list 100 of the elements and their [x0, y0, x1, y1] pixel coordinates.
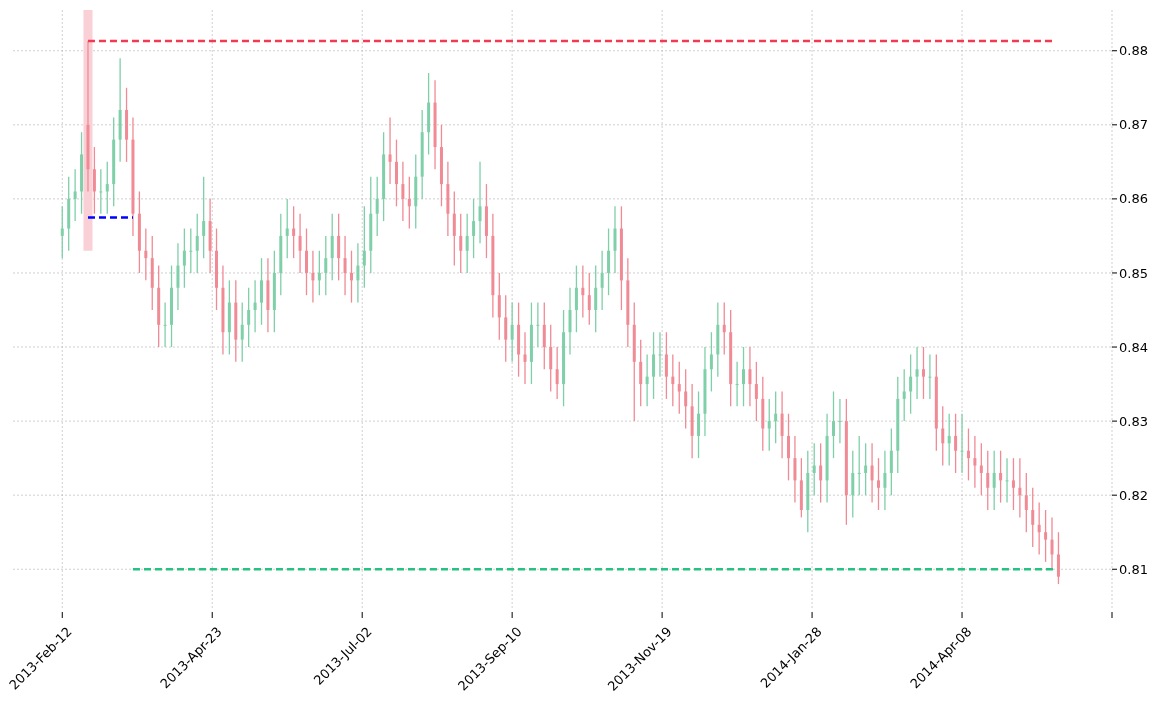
candlestick	[73, 168, 77, 222]
candlestick	[1050, 516, 1054, 570]
candlestick	[375, 176, 379, 237]
candlestick	[407, 176, 411, 230]
candlestick	[986, 450, 990, 511]
y-tick-label: 0.84	[1119, 339, 1148, 355]
candlestick	[780, 390, 784, 459]
candlestick	[478, 161, 482, 244]
candlestick	[510, 301, 514, 363]
candlestick	[92, 146, 96, 215]
candlestick	[915, 346, 919, 400]
candlestick	[465, 213, 469, 274]
candlestick	[317, 250, 321, 296]
y-tick-label: 0.86	[1119, 191, 1148, 207]
candlestick	[1056, 531, 1060, 585]
candlestick	[356, 242, 360, 304]
candlestick	[876, 457, 880, 511]
y-tick-label: 0.87	[1119, 117, 1148, 133]
candlestick	[292, 205, 296, 259]
candlestick	[870, 442, 874, 504]
candlestick	[909, 353, 913, 415]
candlestick	[754, 361, 758, 422]
candlestick	[452, 190, 456, 267]
candlestick	[774, 390, 778, 444]
candlestick	[735, 361, 739, 407]
candlestick	[652, 331, 656, 400]
y-tick-label: 0.81	[1119, 561, 1148, 577]
candlestick	[394, 138, 398, 207]
candlestick	[677, 361, 681, 415]
candlestick	[812, 442, 816, 496]
candlestick	[889, 427, 893, 496]
candlestick	[1044, 509, 1048, 563]
candlestick	[767, 398, 771, 452]
candlestick	[202, 176, 206, 259]
candlestick	[722, 301, 726, 356]
candlestick	[613, 205, 617, 274]
candlestick	[999, 450, 1003, 504]
candlestick	[954, 413, 958, 474]
candlestick	[311, 250, 315, 304]
candlestick	[574, 264, 578, 333]
candlestick	[195, 213, 199, 274]
candlestick	[260, 257, 264, 326]
candlestick	[787, 413, 791, 482]
candlestick	[542, 301, 546, 370]
candlestick	[337, 213, 341, 282]
candlestick	[1037, 501, 1041, 556]
candlestick	[253, 279, 257, 333]
candlestick	[349, 250, 353, 304]
y-tick-label: 0.82	[1119, 487, 1148, 503]
y-tick-label: 0.83	[1119, 413, 1148, 429]
candlestick	[992, 450, 996, 511]
candlestick	[176, 242, 180, 311]
candlestick	[960, 413, 964, 474]
candlestick	[298, 213, 302, 274]
candlestick	[1024, 472, 1028, 533]
candlestick	[664, 331, 668, 400]
candlestick	[607, 227, 611, 296]
candlestick	[671, 353, 675, 407]
candlestick	[240, 301, 244, 363]
candlestick	[1011, 457, 1015, 511]
candlestick	[979, 442, 983, 496]
candlestick	[343, 235, 347, 296]
candlestick	[857, 435, 861, 496]
candlestick	[851, 450, 855, 519]
candlestick	[966, 427, 970, 482]
candlestick	[742, 346, 746, 407]
y-tick-label: 0.88	[1119, 43, 1148, 59]
candlestick	[99, 168, 103, 215]
candlestick	[600, 250, 604, 311]
candlestick	[215, 227, 219, 311]
candlestick	[549, 324, 553, 393]
candlestick	[883, 450, 887, 511]
candlestick	[105, 161, 109, 215]
candlestick	[581, 264, 585, 319]
candlestick	[163, 301, 167, 348]
candlestick	[1005, 457, 1009, 504]
candlestick	[247, 287, 251, 348]
candlestick	[973, 435, 977, 489]
candlestick	[285, 198, 289, 259]
candlestick	[189, 227, 193, 274]
candlestick	[504, 294, 508, 363]
y-tick-label: 0.85	[1119, 265, 1148, 281]
candlestick	[388, 116, 392, 185]
candlestick	[921, 346, 925, 400]
candlestick	[1018, 457, 1022, 519]
candlestick	[362, 205, 366, 289]
candlestick	[645, 353, 649, 407]
candlestick	[838, 398, 842, 444]
candlestick	[941, 405, 945, 467]
candlestick	[555, 346, 559, 400]
candlestick	[1031, 487, 1035, 548]
candlestick	[523, 331, 527, 385]
candlestick	[902, 368, 906, 422]
candlestick	[568, 287, 572, 356]
candlestick	[182, 227, 186, 289]
candlestick	[144, 227, 148, 282]
candlestick	[330, 213, 334, 282]
candlestick	[697, 390, 701, 459]
candlestick	[536, 301, 540, 348]
candlestick	[472, 198, 476, 259]
